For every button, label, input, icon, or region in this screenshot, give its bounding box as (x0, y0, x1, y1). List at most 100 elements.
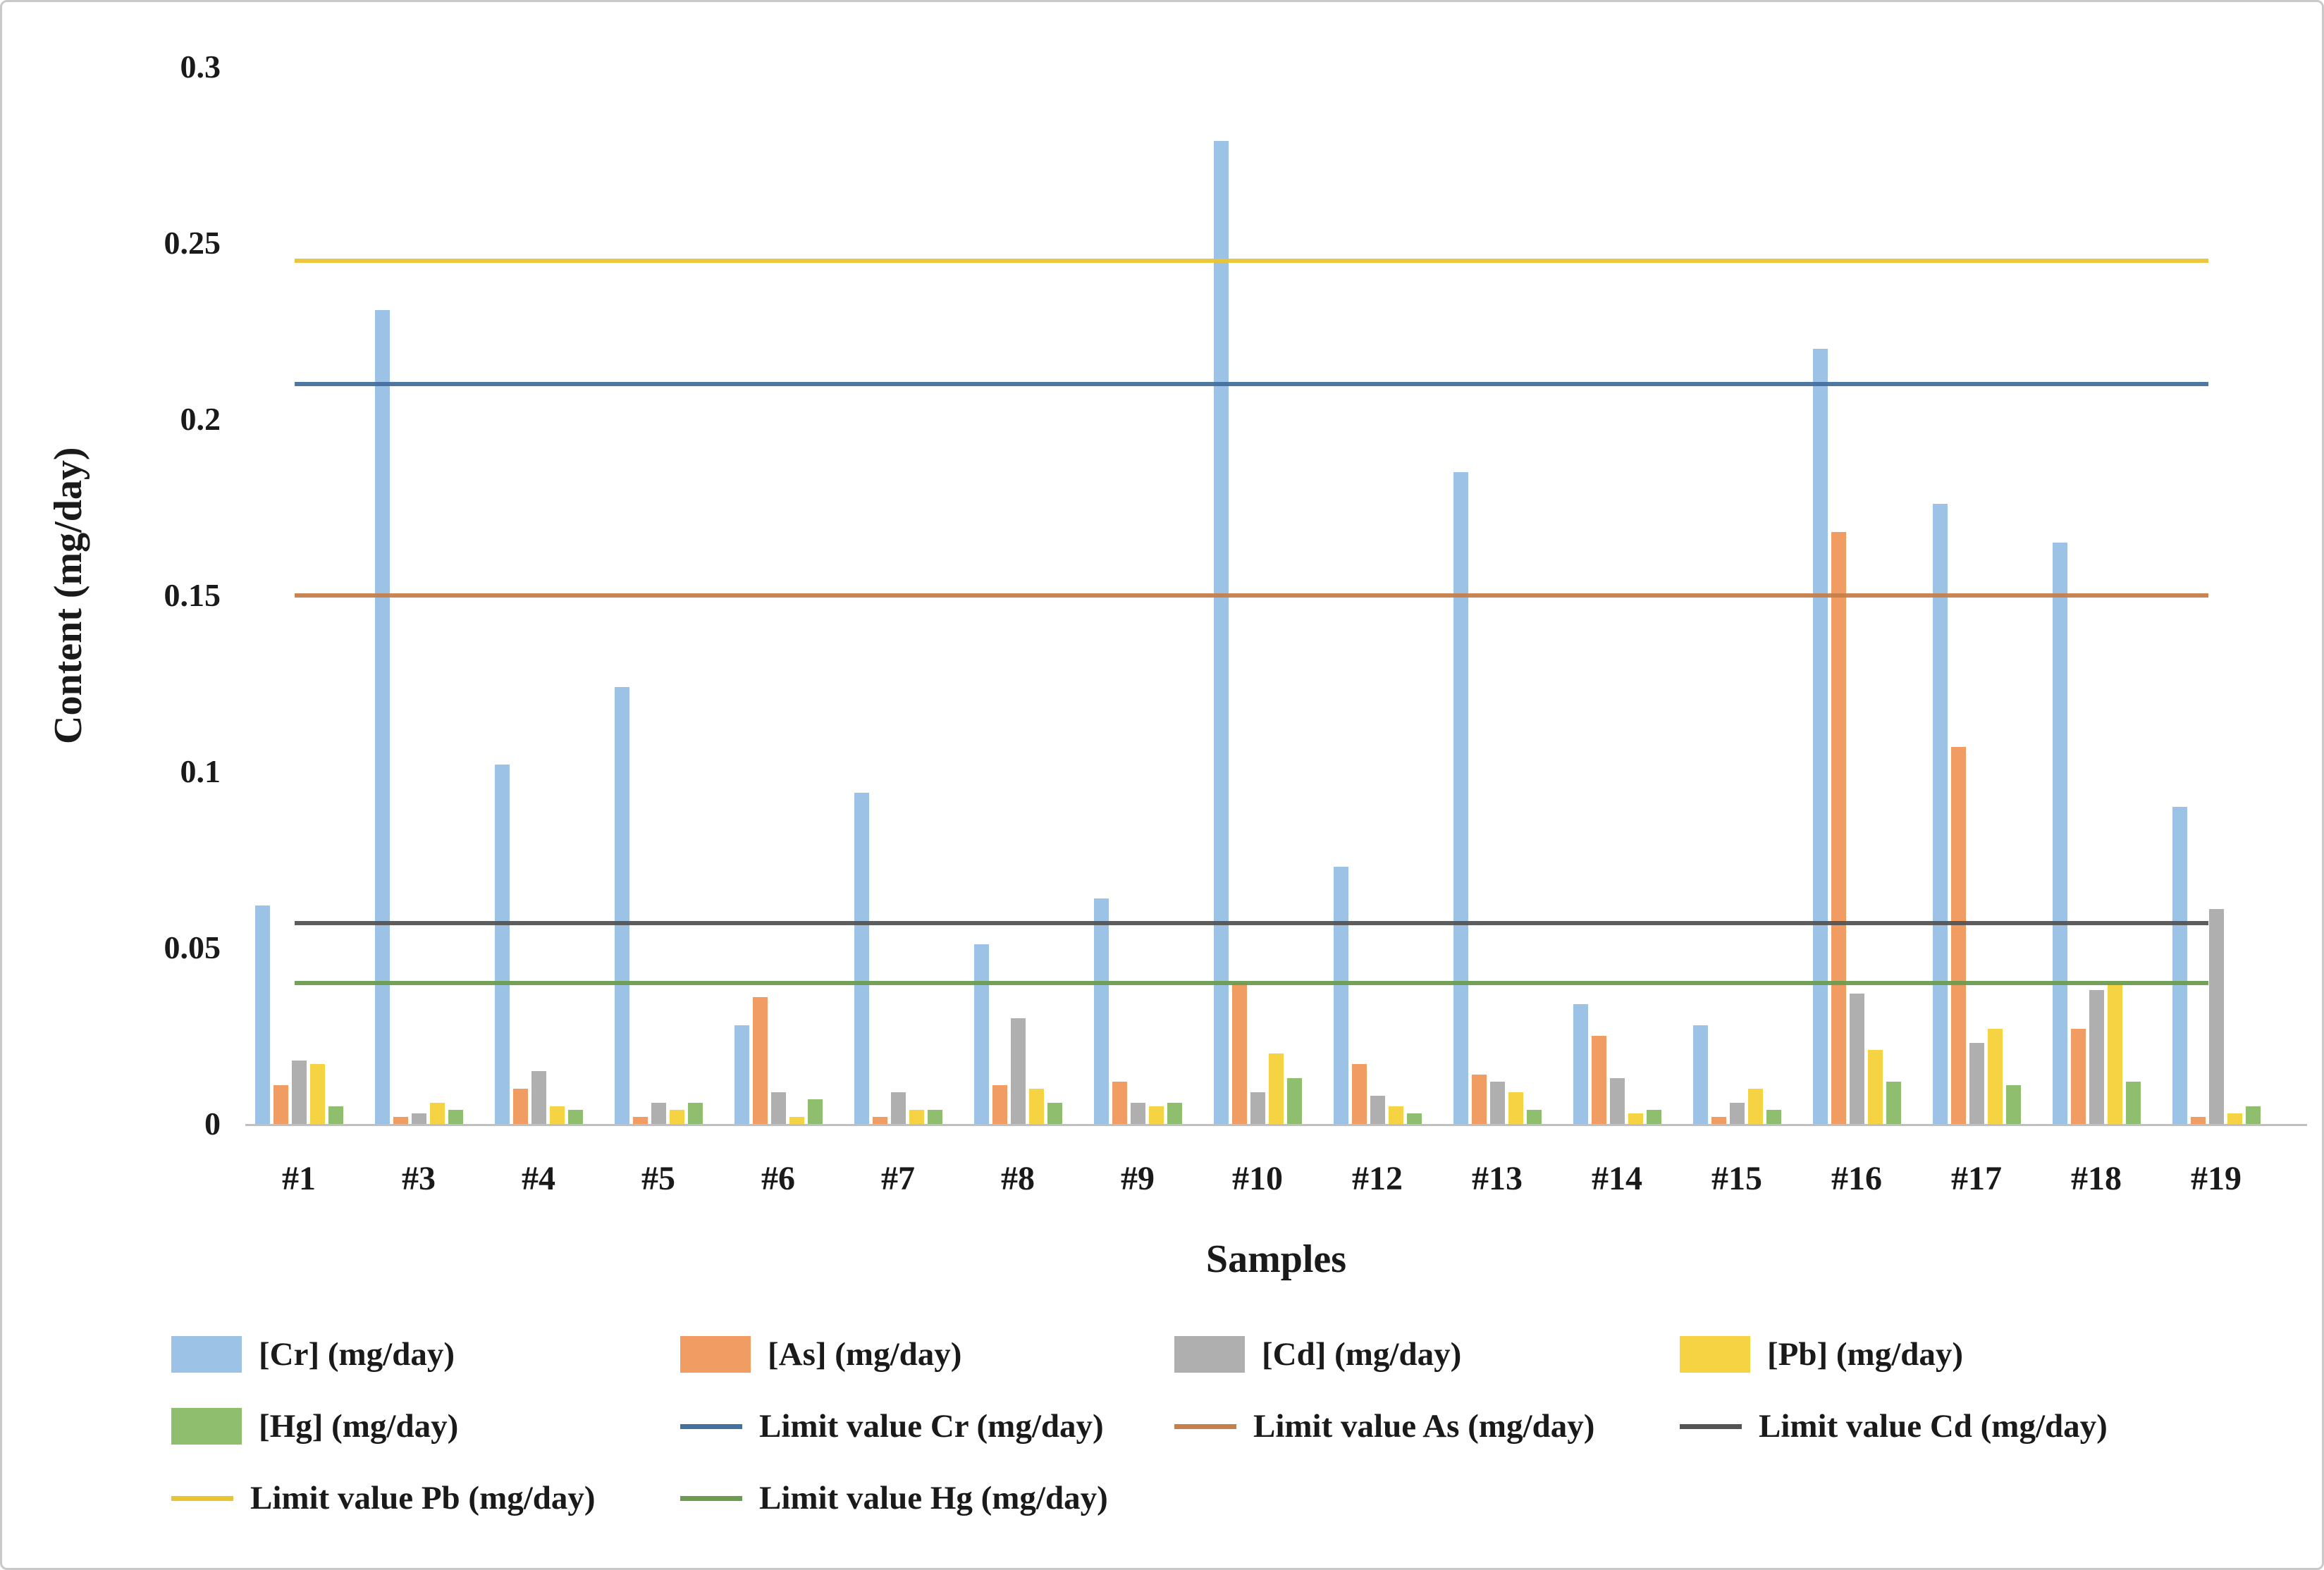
x-tick-label: #8 (1001, 1160, 1035, 1197)
bar-cd (1010, 1018, 1026, 1124)
bar-pb (789, 1117, 804, 1124)
bar-cr (1573, 1004, 1588, 1124)
bar-as (2070, 1029, 2086, 1124)
bar-hg (1286, 1078, 1302, 1124)
limit-line-limit-cd (295, 921, 2208, 925)
x-tick-label: #10 (1232, 1160, 1283, 1197)
bar-as (632, 1117, 648, 1124)
limit-line-limit-cr (295, 382, 2208, 386)
legend-item: Limit value Pb (mg/day) (171, 1479, 680, 1517)
limit-line-limit-pb (295, 259, 2208, 263)
bar-cd (1130, 1103, 1145, 1124)
x-tick-label: #9 (1121, 1160, 1155, 1197)
legend-label: [Hg] (mg/day) (259, 1408, 459, 1445)
y-tick-label: 0.3 (180, 49, 221, 85)
legend-item: [Hg] (mg/day) (171, 1407, 680, 1445)
bar-pb (669, 1110, 684, 1124)
bar-as (1351, 1064, 1367, 1124)
legend-swatch-line (171, 1495, 233, 1501)
bar-pb (1268, 1053, 1284, 1124)
legend-label: Limit value Hg (mg/day) (759, 1480, 1108, 1516)
bar-pb (1148, 1106, 1164, 1124)
bar-cd (1609, 1078, 1625, 1124)
y-tick-label: 0.2 (180, 401, 221, 437)
y-tick-label: 0.25 (164, 225, 221, 261)
x-tick-label: #14 (1592, 1160, 1642, 1197)
x-tick-label: #7 (881, 1160, 915, 1197)
legend-swatch-bar (171, 1408, 242, 1445)
bar-hg (1167, 1103, 1182, 1124)
legend-item: Limit value As (mg/day) (1174, 1407, 1680, 1445)
legend-label: [Cr] (mg/day) (259, 1336, 455, 1373)
bar-cr (973, 944, 989, 1124)
bar-as (1831, 532, 1846, 1124)
bar-pb (1028, 1089, 1044, 1124)
limit-line-limit-hg (295, 981, 2208, 985)
y-tick-label: 0.05 (164, 929, 221, 965)
bar-cr (1453, 472, 1468, 1124)
bar-as (512, 1089, 528, 1124)
bar-pb (1508, 1092, 1523, 1124)
bar-pb (1867, 1050, 1883, 1124)
x-tick-label: #3 (402, 1160, 436, 1197)
x-tick-label: #17 (1951, 1160, 2002, 1197)
bar-hg (1886, 1082, 1901, 1124)
bar-pb (1747, 1089, 1763, 1124)
bar-hg (448, 1110, 463, 1124)
bar-pb (309, 1064, 325, 1124)
bar-cd (1250, 1092, 1265, 1124)
x-tick-label: #1 (282, 1160, 316, 1197)
bar-as (992, 1085, 1007, 1124)
bar-cd (531, 1071, 546, 1124)
x-tick-label: #6 (761, 1160, 795, 1197)
x-tick-label: #5 (641, 1160, 675, 1197)
bar-pb (909, 1110, 924, 1124)
bar-pb (1987, 1029, 2003, 1124)
bar-as (393, 1117, 408, 1124)
bar-hg (1646, 1110, 1661, 1124)
legend-label: Limit value As (mg/day) (1253, 1408, 1595, 1445)
legend-label: [As] (mg/day) (768, 1336, 962, 1373)
bar-cd (1849, 994, 1864, 1124)
bar-hg (567, 1110, 583, 1124)
bar-pb (2107, 983, 2122, 1124)
x-tick-label: #16 (1831, 1160, 1882, 1197)
bar-cd (2089, 990, 2104, 1124)
bar-hg (927, 1110, 942, 1124)
bar-cr (374, 310, 390, 1124)
bar-cr (2172, 807, 2187, 1124)
legend-item: [As] (mg/day) (680, 1335, 1174, 1373)
legend-label: Limit value Cr (mg/day) (759, 1408, 1104, 1445)
legend-swatch-line (1680, 1423, 1742, 1429)
bar-as (752, 997, 768, 1124)
legend-swatch-bar (1174, 1336, 1245, 1373)
x-tick-label: #13 (1472, 1160, 1523, 1197)
x-tick-label: #19 (2191, 1160, 2242, 1197)
x-tick-label: #12 (1352, 1160, 1403, 1197)
bar-cd (291, 1061, 307, 1124)
bar-pb (2227, 1113, 2242, 1124)
bar-cr (1333, 867, 1348, 1124)
legend-item: [Cd] (mg/day) (1174, 1335, 1680, 1373)
bar-as (1591, 1036, 1606, 1124)
bar-hg (687, 1103, 703, 1124)
bar-cr (494, 765, 510, 1124)
legend-swatch-line (680, 1423, 742, 1429)
bar-cd (411, 1113, 426, 1124)
bar-hg (2005, 1085, 2021, 1124)
bar-cr (734, 1025, 749, 1124)
legend-label: Limit value Cd (mg/day) (1759, 1408, 2108, 1445)
bar-cd (651, 1103, 666, 1124)
bar-cr (1932, 504, 1948, 1124)
bar-hg (328, 1106, 343, 1124)
x-axis-title: Samples (1205, 1237, 1347, 1281)
bar-cd (890, 1092, 906, 1124)
bar-hg (1526, 1110, 1542, 1124)
legend-swatch-bar (1680, 1336, 1750, 1373)
bar-as (1231, 983, 1247, 1124)
legend-item: Limit value Hg (mg/day) (680, 1479, 1174, 1517)
legend-swatch-bar (171, 1336, 242, 1373)
bar-cr (614, 687, 629, 1124)
bar-hg (2125, 1082, 2141, 1124)
bar-cr (1093, 898, 1109, 1124)
